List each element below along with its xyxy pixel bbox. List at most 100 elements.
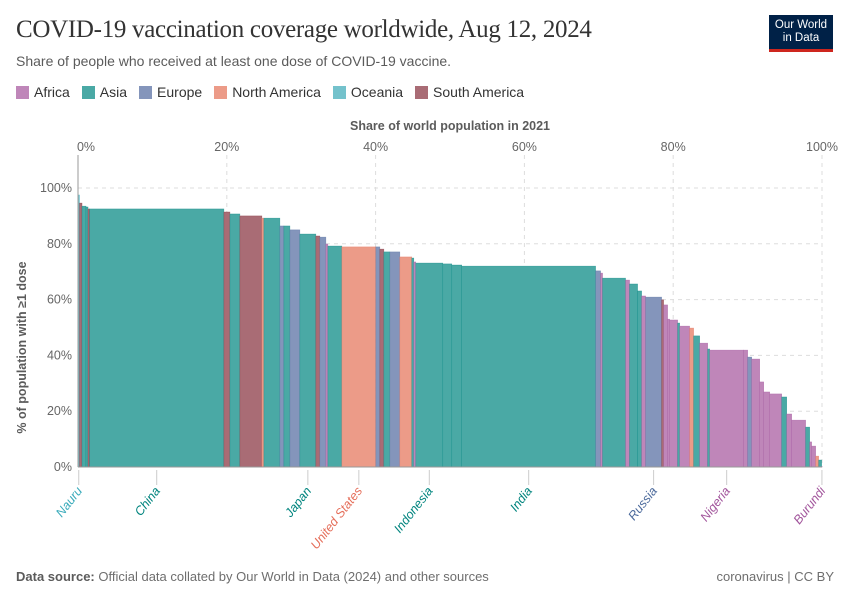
x-tick-label: 100% [806, 140, 838, 154]
bar-country [239, 215, 263, 468]
bar-country [763, 391, 770, 468]
bar-country [689, 327, 694, 468]
y-axis-title: % of population with ≥1 dose [15, 261, 29, 433]
bar-country [379, 248, 385, 468]
data-source: Data source: Official data collated by O… [16, 569, 489, 584]
bar-country [809, 441, 812, 468]
legend-swatch [139, 85, 153, 99]
legend-swatch [415, 85, 429, 99]
country-label-nigeria: Nigeria [698, 484, 733, 524]
bar-country [811, 445, 816, 468]
bar-country [389, 251, 401, 468]
bar-country [786, 413, 792, 468]
bar-country [707, 348, 710, 468]
legend-item-europe[interactable]: Europe [139, 84, 202, 100]
y-tick-label: 60% [47, 293, 72, 307]
x-tick-label: 80% [661, 140, 686, 154]
legend-label: Africa [34, 84, 70, 100]
y-tick-label: 20% [47, 404, 72, 418]
legend-swatch [16, 85, 29, 99]
bar-country [327, 245, 343, 468]
x-tick-label: 20% [214, 140, 239, 154]
legend-item-south-america[interactable]: South America [415, 84, 524, 100]
country-label-united-states: United States [308, 484, 365, 552]
bar-country [629, 283, 638, 468]
bar-country [815, 455, 819, 468]
owid-logo[interactable]: Our World in Data [769, 15, 833, 52]
legend-item-north-america[interactable]: North America [214, 84, 321, 100]
bar-country [805, 426, 810, 468]
bar-country [600, 272, 603, 468]
bar-country [743, 349, 748, 468]
bar-country [818, 459, 822, 468]
bar-country [669, 319, 678, 468]
chart-subtitle: Share of people who received at least on… [16, 53, 452, 69]
bar-nigeria [709, 349, 744, 468]
bar-country [375, 246, 381, 468]
bar-china [89, 208, 225, 468]
bar-country [667, 318, 670, 468]
source-text: Official data collated by Our World in D… [94, 569, 489, 584]
y-tick-label: 100% [40, 181, 72, 195]
bar-country [663, 304, 668, 468]
bar-indonesia [415, 262, 444, 468]
license-text[interactable]: coronavirus | CC BY [716, 569, 834, 584]
bar-country [325, 243, 329, 468]
bar-country [263, 217, 281, 468]
country-label-india: India [507, 484, 535, 514]
x-tick-label: 40% [363, 140, 388, 154]
bar-country [283, 225, 291, 468]
chart-title: COVID-19 vaccination coverage worldwide,… [16, 16, 592, 43]
bar-country [637, 290, 642, 468]
legend-label: Europe [157, 84, 203, 100]
x-tick-label: 60% [512, 140, 537, 154]
bar-united-states [341, 246, 377, 468]
bar-country [81, 205, 87, 468]
bar-country [442, 263, 453, 468]
bar-country [751, 358, 760, 468]
bar-country [413, 261, 417, 468]
country-label-russia: Russia [625, 484, 660, 523]
source-label: Data source: [16, 569, 95, 584]
bar-country [759, 381, 764, 468]
country-label-burundi: Burundi [791, 483, 829, 527]
bar-country [79, 202, 83, 468]
legend-item-africa[interactable]: Africa [16, 84, 70, 100]
legend-item-oceania[interactable]: Oceania [332, 84, 404, 100]
bar-country [679, 325, 690, 468]
y-tick-label: 80% [47, 237, 72, 251]
bar-country [223, 211, 231, 468]
logo-text: Our World in Data [774, 19, 828, 44]
legend-swatch [332, 85, 346, 99]
country-label-nauru: Nauru [53, 484, 85, 519]
country-label-indonesia: Indonesia [391, 484, 435, 535]
legend-label: North America [232, 84, 321, 100]
bar-country [661, 299, 664, 468]
bar-country [641, 295, 646, 468]
legend: Africa Asia Europe North America Oceania Sout… [16, 84, 524, 100]
legend-item-asia[interactable]: Asia [81, 84, 127, 100]
bar-country [315, 235, 321, 468]
legend-label: South America [433, 84, 525, 100]
bar-country [699, 342, 708, 468]
bar-country [602, 277, 626, 468]
legend-label: Oceania [350, 84, 404, 100]
country-label-china: China [132, 484, 163, 518]
bar-country [289, 229, 301, 468]
y-tick-label: 40% [47, 348, 72, 362]
bar-country [791, 419, 806, 468]
bar-country [781, 396, 787, 468]
x-axis-title: Share of world population in 2021 [350, 119, 550, 133]
y-tick-label: 0% [54, 460, 72, 474]
bar-japan [299, 233, 317, 468]
bar-country [261, 217, 265, 468]
bar-country [229, 213, 241, 468]
bar-country [677, 322, 680, 468]
bar-country [747, 356, 752, 468]
bar-country [411, 257, 415, 468]
bar-country [625, 279, 630, 468]
bar-country [319, 236, 327, 468]
bar-country [769, 393, 782, 468]
